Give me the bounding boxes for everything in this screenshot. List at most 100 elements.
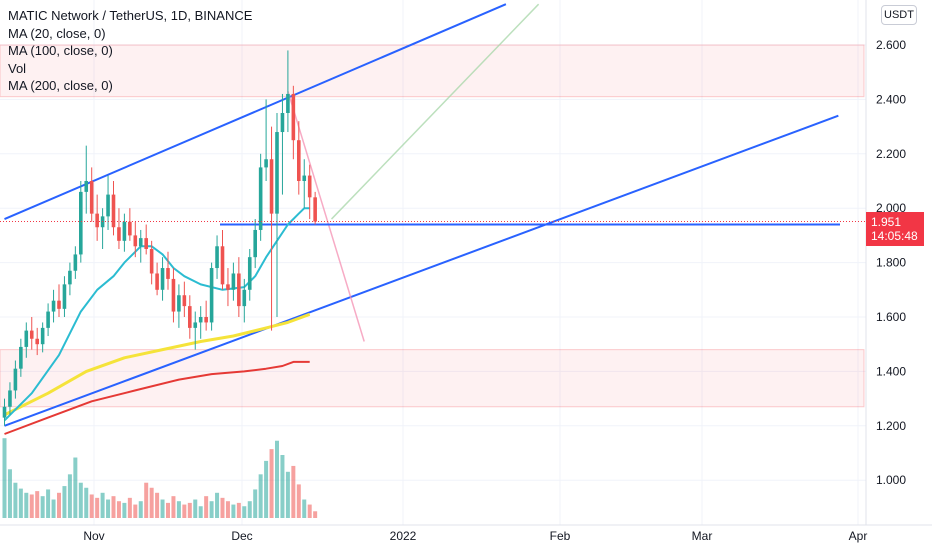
y-tick-label: 2.200	[876, 147, 906, 161]
trendline	[4, 3, 507, 220]
candle-body	[198, 317, 203, 323]
candle-body	[258, 167, 263, 230]
volume-bar	[24, 492, 29, 518]
candle-body	[177, 295, 181, 312]
candle-body	[133, 235, 138, 247]
volume-bar	[89, 494, 94, 518]
volume-bar	[215, 492, 220, 518]
volume-bar	[133, 504, 138, 518]
candle-body	[160, 268, 165, 290]
candle-body	[231, 273, 236, 290]
volume-bar	[40, 496, 45, 518]
candle-body	[40, 327, 45, 345]
volume-bar	[18, 488, 23, 518]
candle-body	[215, 246, 219, 269]
candle-body	[19, 346, 23, 369]
candle-body	[79, 191, 83, 255]
volume-bar	[51, 499, 56, 518]
volume-bar	[313, 511, 318, 518]
volume-bar	[166, 502, 170, 518]
candle-body	[13, 368, 18, 391]
bar-countdown: 14:05:48	[871, 229, 918, 243]
candle-body	[247, 257, 252, 290]
volume-bar	[67, 474, 72, 518]
volume-bar	[209, 501, 214, 518]
candle-body	[111, 194, 116, 228]
volume-bar	[7, 469, 12, 518]
volume-bar	[127, 497, 132, 518]
ma200-legend[interactable]: MA (200, close, 0)	[8, 78, 113, 93]
volume-bar	[220, 497, 225, 518]
chart-grid	[0, 0, 866, 525]
candle-body	[62, 284, 67, 309]
moving-averages	[3, 207, 311, 435]
last-price-tag: 1.951 14:05:48	[866, 212, 924, 246]
candle-body	[35, 338, 39, 345]
volume-bar	[280, 455, 285, 518]
volume-legend[interactable]: Vol	[8, 60, 27, 76]
time-axis: Nov Dec 2022 Feb Mar Apr	[83, 529, 867, 543]
candle-body	[46, 311, 50, 328]
y-tick-label: 1.400	[876, 364, 906, 378]
volume-bar	[291, 465, 296, 518]
volume-bar	[100, 492, 105, 518]
price-zones	[0, 44, 865, 408]
candle-body	[220, 246, 225, 285]
currency-unit-button[interactable]: USDT	[881, 5, 917, 25]
candle-body	[269, 159, 274, 214]
volume-bar	[236, 502, 241, 518]
volume-bar	[171, 496, 176, 518]
x-tick-label: Dec	[231, 529, 252, 543]
price-zone	[0, 349, 865, 408]
ma200-line	[4, 360, 310, 435]
volume-bar	[198, 506, 203, 518]
candle-body	[68, 270, 72, 285]
candle-body	[51, 300, 56, 312]
chart-legend: MATIC Network / TetherUS, 1D, BINANCE MA…	[8, 7, 252, 95]
candle-body	[122, 221, 127, 241]
x-tick-label: 2022	[390, 529, 417, 543]
candle-body	[73, 254, 78, 271]
volume-bar	[116, 501, 121, 518]
y-tick-label: 2.000	[876, 201, 906, 215]
candle-body	[242, 289, 247, 307]
ma20-line	[3, 207, 310, 422]
volume-bar	[106, 499, 111, 518]
volume-bar	[269, 449, 274, 518]
volume-bar	[155, 492, 160, 518]
candle-body	[166, 268, 170, 279]
candle-body	[204, 317, 208, 323]
volume-bar	[204, 496, 209, 518]
y-tick-label: 2.400	[876, 92, 906, 106]
candle-body	[8, 390, 12, 407]
price-zone	[0, 44, 865, 98]
last-price-value: 1.951	[871, 215, 902, 229]
projection-line-green	[330, 3, 540, 220]
ma100-legend[interactable]: MA (100, close, 0)	[8, 43, 113, 58]
candle-body	[313, 197, 317, 222]
ma20-legend[interactable]: MA (20, close, 0)	[8, 25, 106, 41]
candle-body	[182, 295, 187, 307]
volume-bar	[182, 504, 187, 518]
candle-body	[117, 227, 121, 241]
candle-body	[280, 113, 285, 133]
trendlines	[4, 3, 840, 427]
volume-bar	[57, 492, 61, 518]
trendline	[4, 114, 839, 427]
candle-body	[291, 93, 296, 141]
volume-bar	[264, 460, 269, 518]
volume-bar	[253, 489, 258, 518]
symbol-title[interactable]: MATIC Network / TetherUS, 1D, BINANCE	[8, 8, 253, 23]
candle-body	[89, 181, 94, 214]
y-tick-label: 1.600	[876, 310, 906, 324]
candle-body	[253, 229, 257, 258]
volume-bar	[258, 474, 263, 518]
volume-bars	[2, 438, 318, 518]
candle-body	[128, 221, 132, 236]
candle-body	[149, 249, 154, 274]
volume-bar	[35, 491, 40, 518]
volume-bar	[29, 494, 34, 518]
candle-body	[106, 194, 110, 217]
candle-body	[302, 175, 307, 181]
